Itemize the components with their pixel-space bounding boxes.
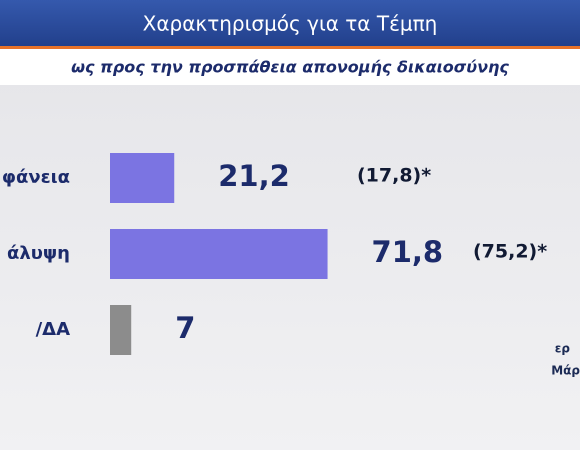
subtitle-band: [0, 49, 580, 85]
value-label: 21,2: [218, 159, 290, 193]
bar: [110, 153, 175, 203]
category-label: φάνεια: [2, 167, 70, 188]
category-label: /ΔΑ: [36, 319, 71, 340]
previous-value-label: (17,8)*: [357, 165, 431, 187]
footnote: ερ: [555, 342, 571, 356]
chart-title: Χαρακτηρισμός για τα Τέμπη: [143, 12, 438, 36]
chart-subtitle: ως προς την προσπάθεια απονομής δικαιοσύ…: [71, 58, 509, 77]
bar: [110, 305, 132, 355]
previous-value-label: (75,2)*: [473, 241, 547, 263]
value-label: 71,8: [372, 235, 444, 269]
category-label: άλυψη: [7, 243, 70, 264]
bar: [110, 229, 328, 279]
title-banner: [0, 0, 580, 46]
value-label: 7: [175, 311, 195, 345]
banner-stripe: [0, 46, 580, 49]
footnote: Μάρ: [551, 364, 580, 378]
